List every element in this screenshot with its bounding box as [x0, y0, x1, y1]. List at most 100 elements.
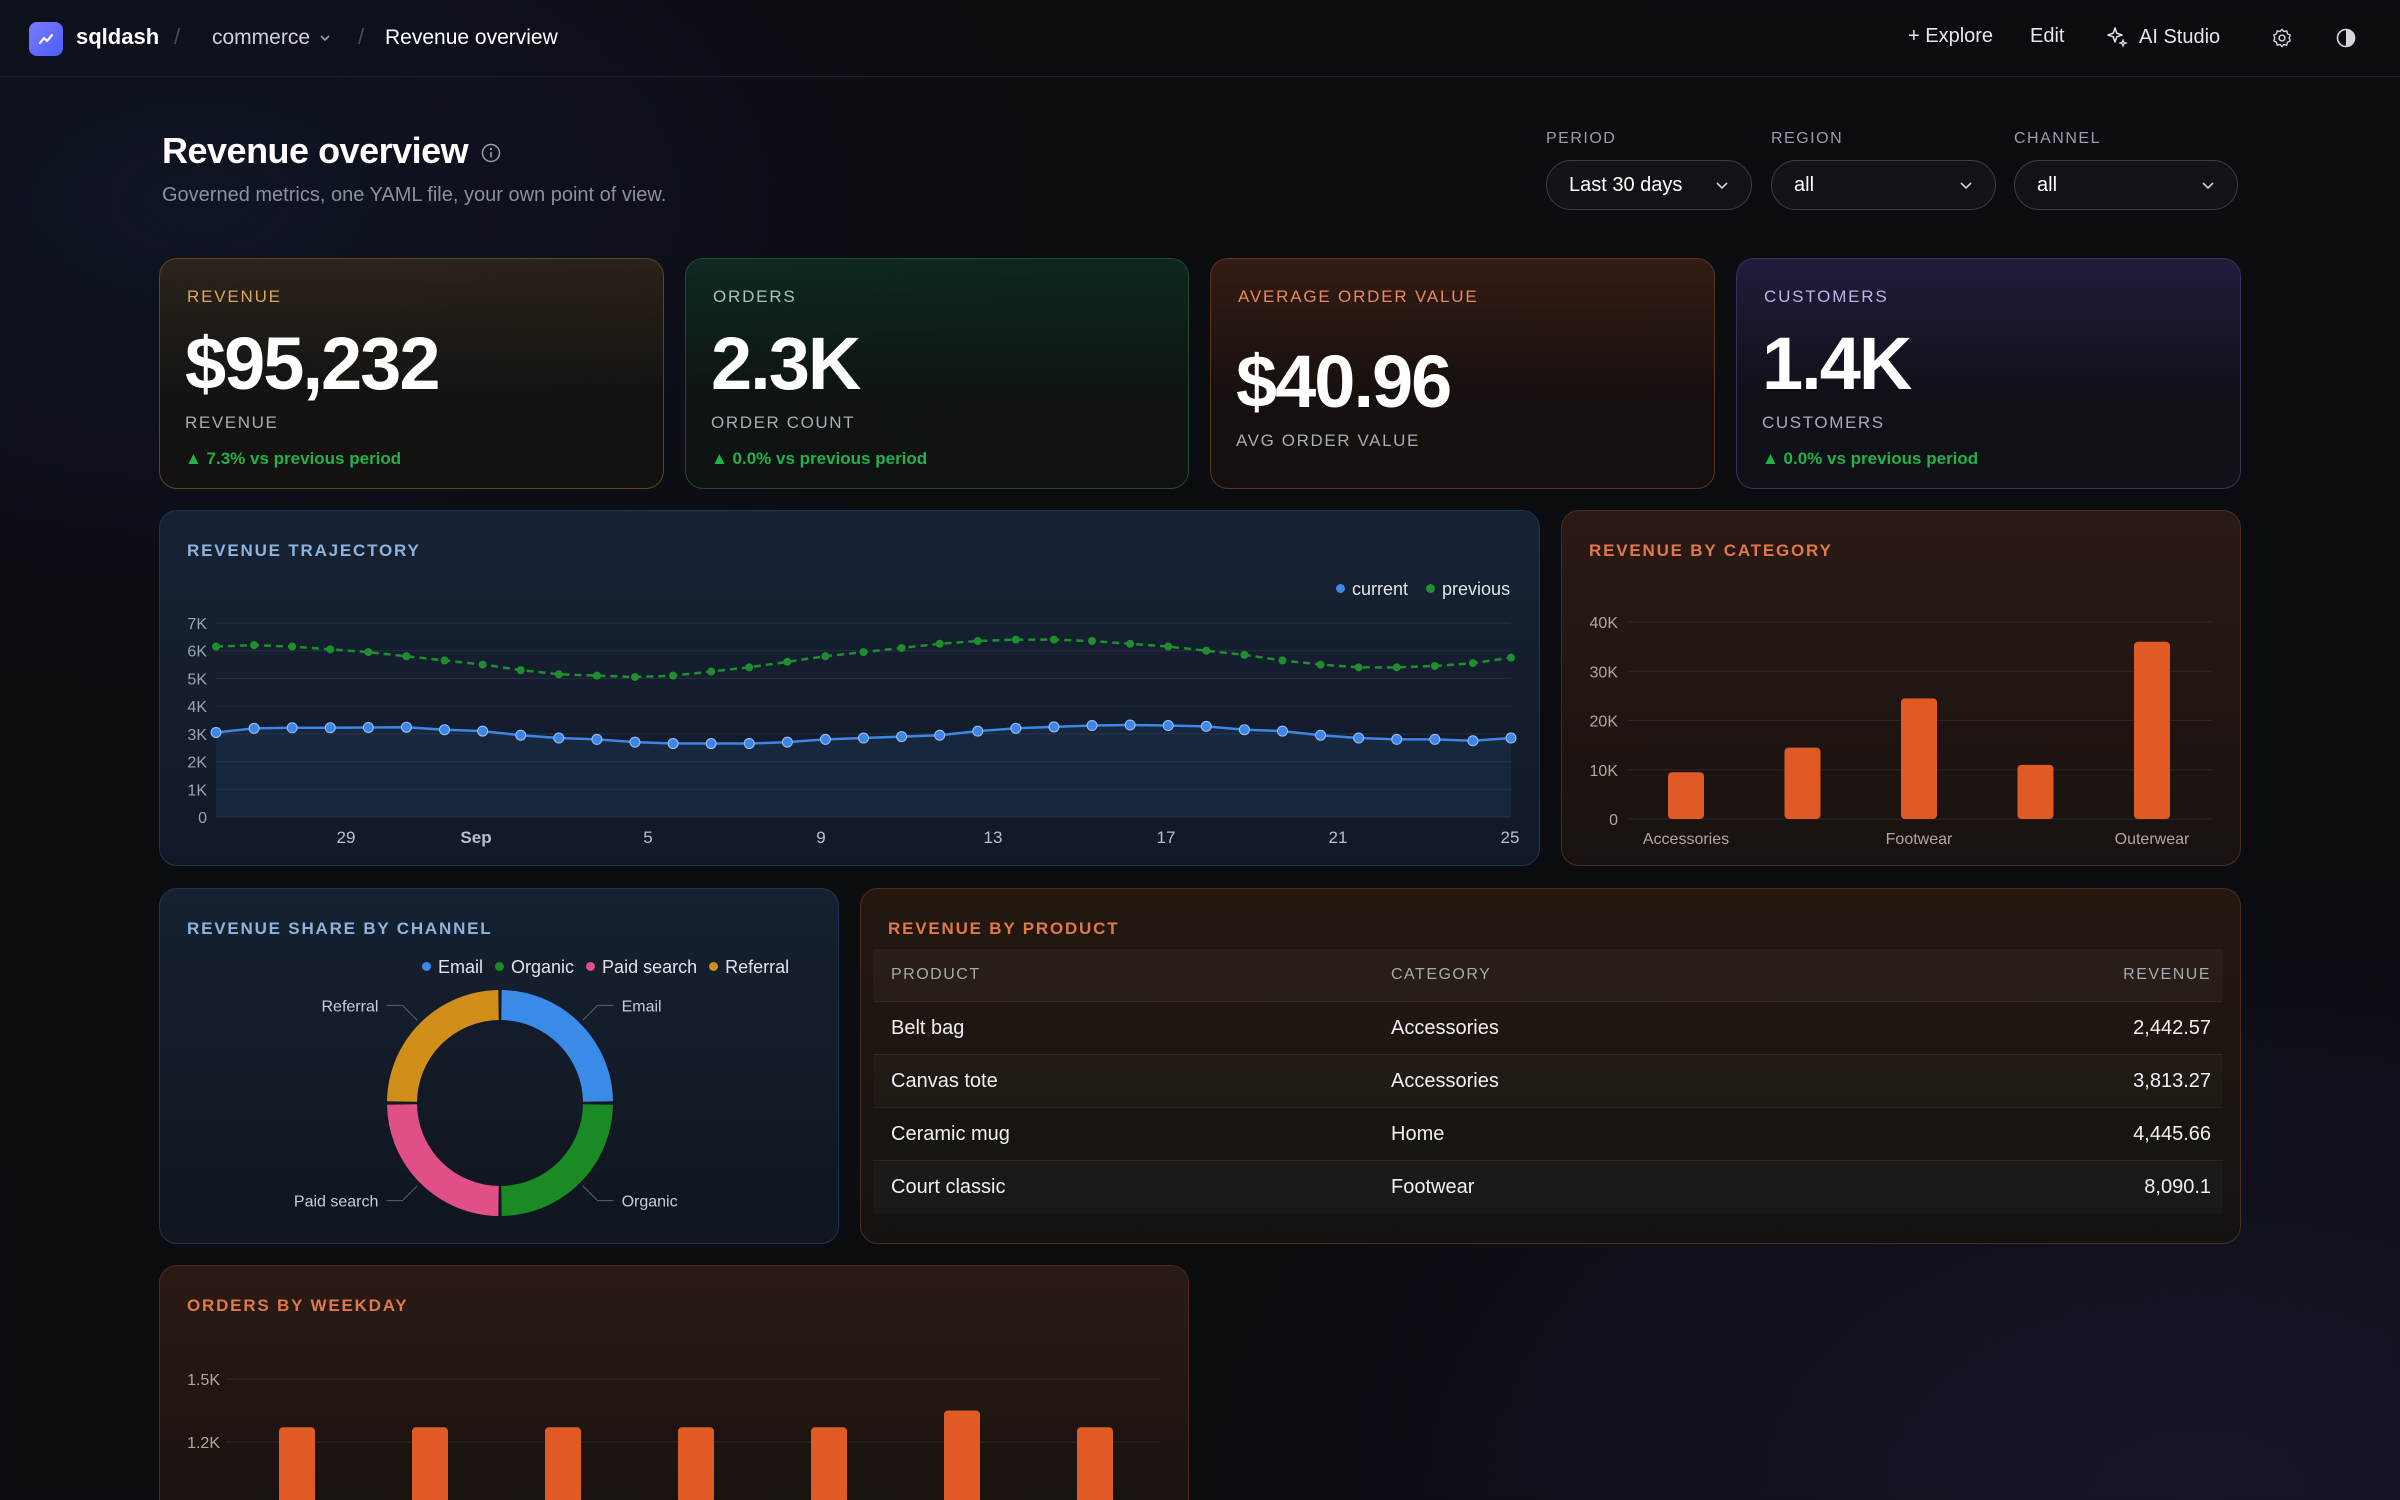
y-tick-label: 0: [1609, 812, 1618, 829]
edit-button[interactable]: Edit: [2030, 25, 2064, 48]
data-point-current: [1391, 733, 1403, 745]
legend-item-current[interactable]: current: [1336, 579, 1408, 600]
x-tick-label: 9: [816, 828, 825, 847]
revenue-cell: 2,442.57: [2133, 1016, 2211, 1039]
kpi-card-orders[interactable]: ORDERS 2.3K ORDER COUNT ▲ 0.0% vs previo…: [685, 258, 1189, 489]
theme-toggle-icon[interactable]: [2333, 25, 2359, 51]
table-row[interactable]: Court classic Footwear 8,090.1: [873, 1160, 2223, 1213]
period-select[interactable]: Last 30 days: [1546, 160, 1752, 210]
data-point-previous: [1126, 639, 1135, 648]
data-point-current: [286, 722, 298, 734]
revenue-by-product-panel: REVENUE BY PRODUCT PRODUCT CATEGORY REVE…: [860, 888, 2241, 1244]
series-line-previous: [215, 638, 1512, 679]
explore-label: + Explore: [1908, 25, 1994, 47]
data-point-previous: [478, 660, 487, 669]
data-point-current: [934, 729, 946, 741]
legend-item-paid-search[interactable]: Paid search: [586, 957, 697, 978]
revenue-trajectory-panel: REVENUE TRAJECTORY current previous 0 1K 2…: [159, 510, 1540, 866]
data-point-current: [1048, 721, 1060, 733]
revenue-trajectory-chart[interactable]: 0 1K 2K 3K 4K 5K 6K 7K 29 Sep 5 9 13 17 21 25: [160, 511, 1540, 866]
product-cell: Canvas tote: [891, 1069, 998, 1092]
database-selector[interactable]: commerce: [212, 26, 332, 50]
data-point-previous: [745, 663, 754, 672]
kpi-value: $40.96: [1236, 340, 1452, 423]
bar: [545, 1427, 581, 1500]
label-leader-line: [582, 1185, 614, 1202]
data-point-previous: [1164, 642, 1173, 651]
column-header-category[interactable]: CATEGORY: [1391, 966, 1492, 983]
category-cell: Accessories: [1391, 1069, 1499, 1092]
legend-item-referral[interactable]: Referral: [709, 957, 789, 978]
data-point-previous: [1507, 653, 1515, 662]
channel-select[interactable]: all: [2014, 160, 2238, 210]
filter-region: REGION all: [1771, 130, 1996, 210]
data-point-previous: [250, 641, 259, 650]
legend-item-email[interactable]: Email: [422, 957, 483, 978]
panel-title: REVENUE BY CATEGORY: [1589, 541, 1833, 560]
table-row[interactable]: Ceramic mug Home 4,445.66: [873, 1107, 2223, 1160]
breadcrumb-separator: /: [174, 24, 181, 49]
region-select[interactable]: all: [1771, 160, 1996, 210]
category-cell: Home: [1391, 1122, 1445, 1145]
data-point-current: [553, 732, 565, 744]
data-point-current: [1467, 735, 1479, 747]
y-tick-label: 6K: [187, 644, 207, 661]
data-point-previous: [516, 666, 525, 675]
column-header-revenue[interactable]: REVENUE: [2123, 966, 2211, 983]
chevron-down-icon: [1716, 182, 1728, 190]
column-header-product[interactable]: PRODUCT: [891, 966, 981, 983]
data-point-previous: [1316, 660, 1325, 669]
chart-legend: Email Organic Paid search Referral: [422, 957, 789, 978]
bar: [279, 1427, 315, 1500]
kpi-card-revenue[interactable]: REVENUE $95,232 REVENUE ▲ 7.3% vs previo…: [159, 258, 664, 489]
breadcrumb-separator: /: [358, 24, 365, 49]
kpi-label: CUSTOMERS: [1764, 287, 1889, 306]
data-point-current: [1124, 719, 1136, 731]
ai-studio-button[interactable]: AI Studio: [2105, 25, 2220, 49]
legend-item-organic[interactable]: Organic: [495, 957, 574, 978]
sparkle-icon: [2107, 27, 2128, 48]
donut-slice: [500, 1103, 613, 1216]
chevron-down-icon: [1960, 182, 1972, 190]
legend-item-previous[interactable]: previous: [1426, 579, 1510, 600]
data-point-current: [1429, 733, 1441, 745]
info-icon[interactable]: [480, 142, 502, 169]
logo-icon[interactable]: [29, 22, 63, 56]
kpi-label: ORDERS: [713, 287, 797, 306]
filter-label: CHANNEL: [2014, 130, 2101, 147]
category-cell: Accessories: [1391, 1016, 1499, 1039]
data-point-current: [1353, 732, 1365, 744]
top-bar: sqldash / commerce / Revenue overview + …: [0, 0, 2400, 77]
y-tick-label: 2K: [187, 755, 207, 772]
data-point-previous: [554, 670, 563, 679]
gear-icon[interactable]: [2269, 25, 2295, 51]
data-point-previous: [1354, 663, 1363, 672]
ai-studio-label: AI Studio: [2139, 25, 2221, 48]
data-point-current: [1315, 729, 1327, 741]
category-cell: Footwear: [1391, 1175, 1475, 1198]
x-tick-label: Accessories: [1643, 831, 1729, 848]
label-leader-line: [582, 1004, 614, 1021]
revenue-share-chart[interactable]: Email Organic Paid search Referral: [160, 889, 839, 1244]
breadcrumb-current: Revenue overview: [385, 26, 558, 49]
orders-by-weekday-chart[interactable]: 1.2K 1.5K: [160, 1266, 1189, 1500]
data-point-current: [1505, 732, 1517, 744]
brand-name[interactable]: sqldash: [76, 24, 160, 49]
product-cell: Ceramic mug: [891, 1122, 1010, 1145]
explore-button[interactable]: + Explore: [1908, 25, 1993, 48]
data-point-previous: [1202, 646, 1211, 655]
data-point-previous: [973, 637, 982, 646]
table-row[interactable]: Canvas tote Accessories 3,813.27: [873, 1054, 2223, 1107]
kpi-card-customers[interactable]: CUSTOMERS 1.4K CUSTOMERS ▲ 0.0% vs previ…: [1736, 258, 2241, 489]
x-tick-label: 25: [1501, 828, 1520, 847]
revenue-by-category-chart[interactable]: 0 10K 20K 30K 40K Accessories Footwear Outerwea…: [1562, 511, 2241, 866]
data-point-current: [743, 738, 755, 750]
data-point-previous: [859, 648, 868, 657]
table-row[interactable]: Belt bag Accessories 2,442.57: [873, 1001, 2223, 1054]
chevron-down-icon: [2202, 182, 2214, 190]
label-leader-line: [386, 1004, 418, 1021]
slice-label: Organic: [622, 1194, 678, 1211]
data-point-current: [667, 738, 679, 750]
kpi-card-aov[interactable]: AVERAGE ORDER VALUE $40.96 AVG ORDER VAL…: [1210, 258, 1715, 489]
bar: [2134, 641, 2170, 819]
